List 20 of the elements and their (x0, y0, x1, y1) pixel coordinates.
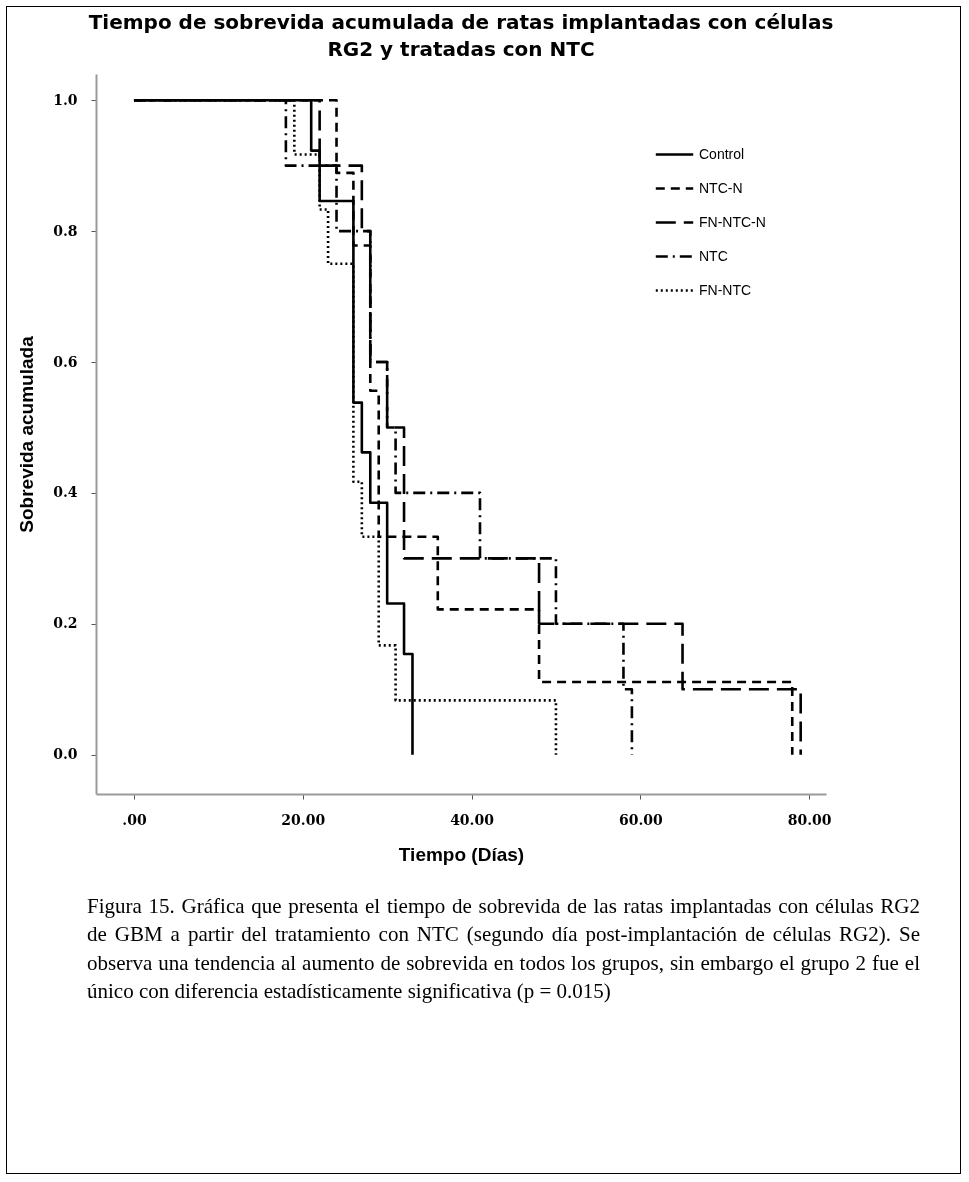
chart-title: Tiempo de sobrevida acumulada de ratas implantadas con células RG2 y tratadas con NTC (88, 10, 834, 61)
x-tick-label: .00 (122, 811, 147, 828)
text: Figura 15. Gráfica que presenta el tiempo de sobrevida de las ratas implantadas con células RG2 de GBM a partir del tratamiento con NTC (segundo día post-implantación de células RG2). Se observa una tendencia al aumento de sobrevida en todos los grupos, sin embargo el grupo 2 fue el único con diferencia estadísticamente significativa (p = 0.015) (87, 893, 920, 1006)
y-tick-label: 0.6 (53, 353, 78, 370)
y-tick-label: 0.0 (53, 746, 78, 763)
legend-label: FN-NTC (699, 281, 752, 298)
y-tick-label: 0.4 (53, 484, 78, 501)
legend-label: NTC (699, 247, 728, 264)
legend-label: NTC-N (699, 179, 743, 196)
legend-label: Control (699, 145, 745, 162)
x-axis-title: Tiempo (Días) (398, 843, 525, 865)
x-tick-label: 20.00 (281, 811, 326, 828)
x-tick-label: 60.00 (618, 811, 664, 828)
y-tick-label: 1.0 (53, 91, 78, 108)
x-tick-label: 80.00 (787, 811, 832, 828)
y-tick-label: 0.8 (53, 222, 78, 239)
x-tick-label: 40.00 (450, 811, 495, 828)
y-axis-title: Sobrevida acumulada (16, 335, 38, 533)
legend-label: FN-NTC-N (699, 213, 766, 230)
y-tick-label: 0.2 (53, 615, 78, 632)
